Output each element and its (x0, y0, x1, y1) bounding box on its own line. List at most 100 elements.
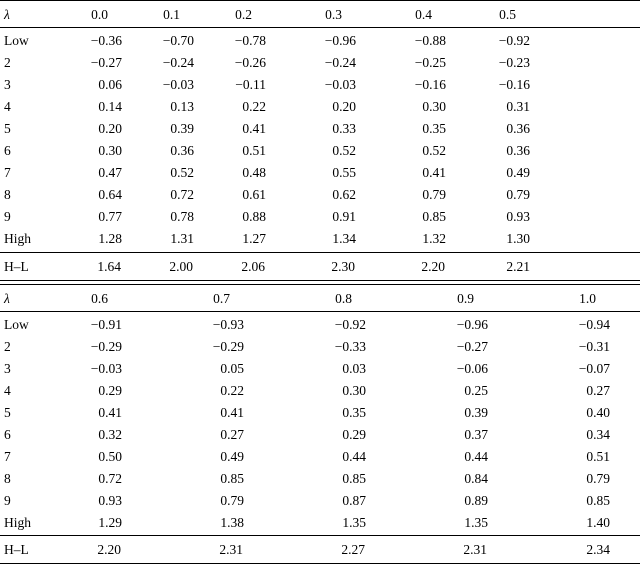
column-header: 0.4 (356, 0, 446, 28)
header-row: λ 0.6 0.7 0.8 0.9 1.0 (0, 284, 640, 312)
panel-top-table: λ 0.0 0.1 0.2 0.3 0.4 0.5 Low −0.36 −0.7… (0, 0, 640, 281)
value-cell: 0.49 (506, 165, 530, 180)
row-label: 2 (4, 338, 11, 354)
value-cell: 2.31 (366, 535, 488, 564)
value-cell: 0.93 (506, 209, 530, 224)
value-cell: −0.27 (456, 338, 488, 354)
value-cell: 2.20 (356, 251, 446, 280)
value-cell: 0.36 (170, 143, 194, 158)
row-label: 5 (4, 121, 11, 136)
value-cell: 0.49 (220, 448, 244, 464)
value-cell: 0.30 (422, 99, 446, 114)
table-row: 5 0.41 0.41 0.35 0.39 0.40 (0, 401, 640, 423)
value-cell: 0.52 (422, 143, 446, 158)
value-cell: 0.41 (98, 404, 122, 420)
value-cell: 0.41 (220, 404, 244, 420)
value-cell: 0.14 (98, 99, 122, 114)
value-cell: −0.88 (414, 33, 446, 48)
column-header: 0.6 (58, 284, 122, 312)
value-cell: −0.25 (414, 55, 446, 70)
value-cell: 2.00 (122, 251, 194, 280)
value-cell: 1.27 (242, 231, 266, 246)
value-cell: 0.85 (220, 470, 244, 486)
value-cell: −0.06 (456, 360, 488, 376)
value-cell: 0.29 (98, 382, 122, 398)
value-cell: −0.93 (212, 316, 244, 332)
value-cell: 0.36 (506, 143, 530, 158)
value-cell: 2.20 (58, 535, 122, 564)
value-cell: 0.88 (242, 209, 266, 224)
table-row: 7 0.47 0.52 0.48 0.55 0.41 0.49 (0, 162, 640, 184)
value-cell: 0.79 (422, 187, 446, 202)
row-label: 8 (4, 470, 11, 486)
value-cell: −0.03 (324, 77, 356, 92)
column-header: 0.7 (122, 284, 244, 312)
value-cell: 1.40 (586, 514, 610, 530)
column-header: 0.0 (58, 0, 122, 28)
value-cell: 1.28 (98, 231, 122, 246)
value-cell: 0.85 (422, 209, 446, 224)
table-row: 4 0.14 0.13 0.22 0.20 0.30 0.31 (0, 96, 640, 118)
value-cell: 0.41 (422, 165, 446, 180)
row-label: 3 (4, 360, 11, 376)
value-cell: 0.39 (170, 121, 194, 136)
value-cell: 0.55 (332, 165, 356, 180)
value-cell: 0.78 (170, 209, 194, 224)
value-cell: 0.50 (98, 448, 122, 464)
value-cell: 1.30 (506, 231, 530, 246)
panel-bottom-table: λ 0.6 0.7 0.8 0.9 1.0 Low −0.91 −0.93 −0… (0, 283, 640, 564)
value-cell: 0.62 (332, 187, 356, 202)
column-header: 0.1 (122, 0, 194, 28)
value-cell: 0.20 (332, 99, 356, 114)
table-row: High 1.29 1.38 1.35 1.35 1.40 (0, 511, 640, 536)
value-cell: 0.30 (98, 143, 122, 158)
table-row: High 1.28 1.31 1.27 1.34 1.32 1.30 (0, 228, 640, 253)
row-label: 6 (4, 143, 11, 158)
value-cell: −0.78 (234, 33, 266, 48)
row-label: Low (4, 316, 29, 332)
row-label: H–L (0, 535, 58, 564)
column-header-lambda: λ (0, 284, 58, 312)
value-cell: 0.34 (586, 426, 610, 442)
value-cell: 0.37 (464, 426, 488, 442)
value-cell: 0.87 (342, 492, 366, 508)
value-cell: 0.79 (220, 492, 244, 508)
value-cell: 0.85 (342, 470, 366, 486)
value-cell: −0.24 (162, 55, 194, 70)
value-cell: 0.79 (586, 470, 610, 486)
table-row: 6 0.32 0.27 0.29 0.37 0.34 (0, 423, 640, 445)
value-cell: 0.25 (464, 382, 488, 398)
value-cell: −0.27 (90, 55, 122, 70)
value-cell: 0.61 (242, 187, 266, 202)
value-cell: 0.44 (464, 448, 488, 464)
value-cell: 0.72 (170, 187, 194, 202)
value-cell: 2.34 (488, 535, 640, 564)
value-cell: 0.20 (98, 121, 122, 136)
value-cell: −0.92 (498, 33, 530, 48)
value-cell: 2.27 (244, 535, 366, 564)
row-label: 9 (4, 209, 11, 224)
value-cell: 1.64 (58, 251, 122, 280)
row-label: 5 (4, 404, 11, 420)
value-cell: −0.23 (498, 55, 530, 70)
table-row: 2 −0.29 −0.29 −0.33 −0.27 −0.31 (0, 335, 640, 357)
value-cell: 0.27 (586, 382, 610, 398)
value-cell: 0.93 (98, 492, 122, 508)
table-row: 6 0.30 0.36 0.51 0.52 0.52 0.36 (0, 140, 640, 162)
table-row: 3 0.06 −0.03 −0.11 −0.03 −0.16 −0.16 (0, 74, 640, 96)
value-cell: −0.96 (324, 33, 356, 48)
column-header-lambda: λ (0, 0, 58, 28)
value-cell: −0.96 (456, 316, 488, 332)
value-cell: −0.92 (334, 316, 366, 332)
column-header: 0.5 (446, 0, 640, 28)
value-cell: 1.38 (220, 514, 244, 530)
table-row: 7 0.50 0.49 0.44 0.44 0.51 (0, 445, 640, 467)
value-cell: 0.52 (332, 143, 356, 158)
table-row: 8 0.64 0.72 0.61 0.62 0.79 0.79 (0, 184, 640, 206)
value-cell: 0.06 (98, 77, 122, 92)
value-cell: −0.29 (212, 338, 244, 354)
value-cell: −0.33 (334, 338, 366, 354)
table-row: 3 −0.03 0.05 0.03 −0.06 −0.07 (0, 357, 640, 379)
value-cell: 0.40 (586, 404, 610, 420)
value-cell: 2.21 (446, 251, 640, 280)
